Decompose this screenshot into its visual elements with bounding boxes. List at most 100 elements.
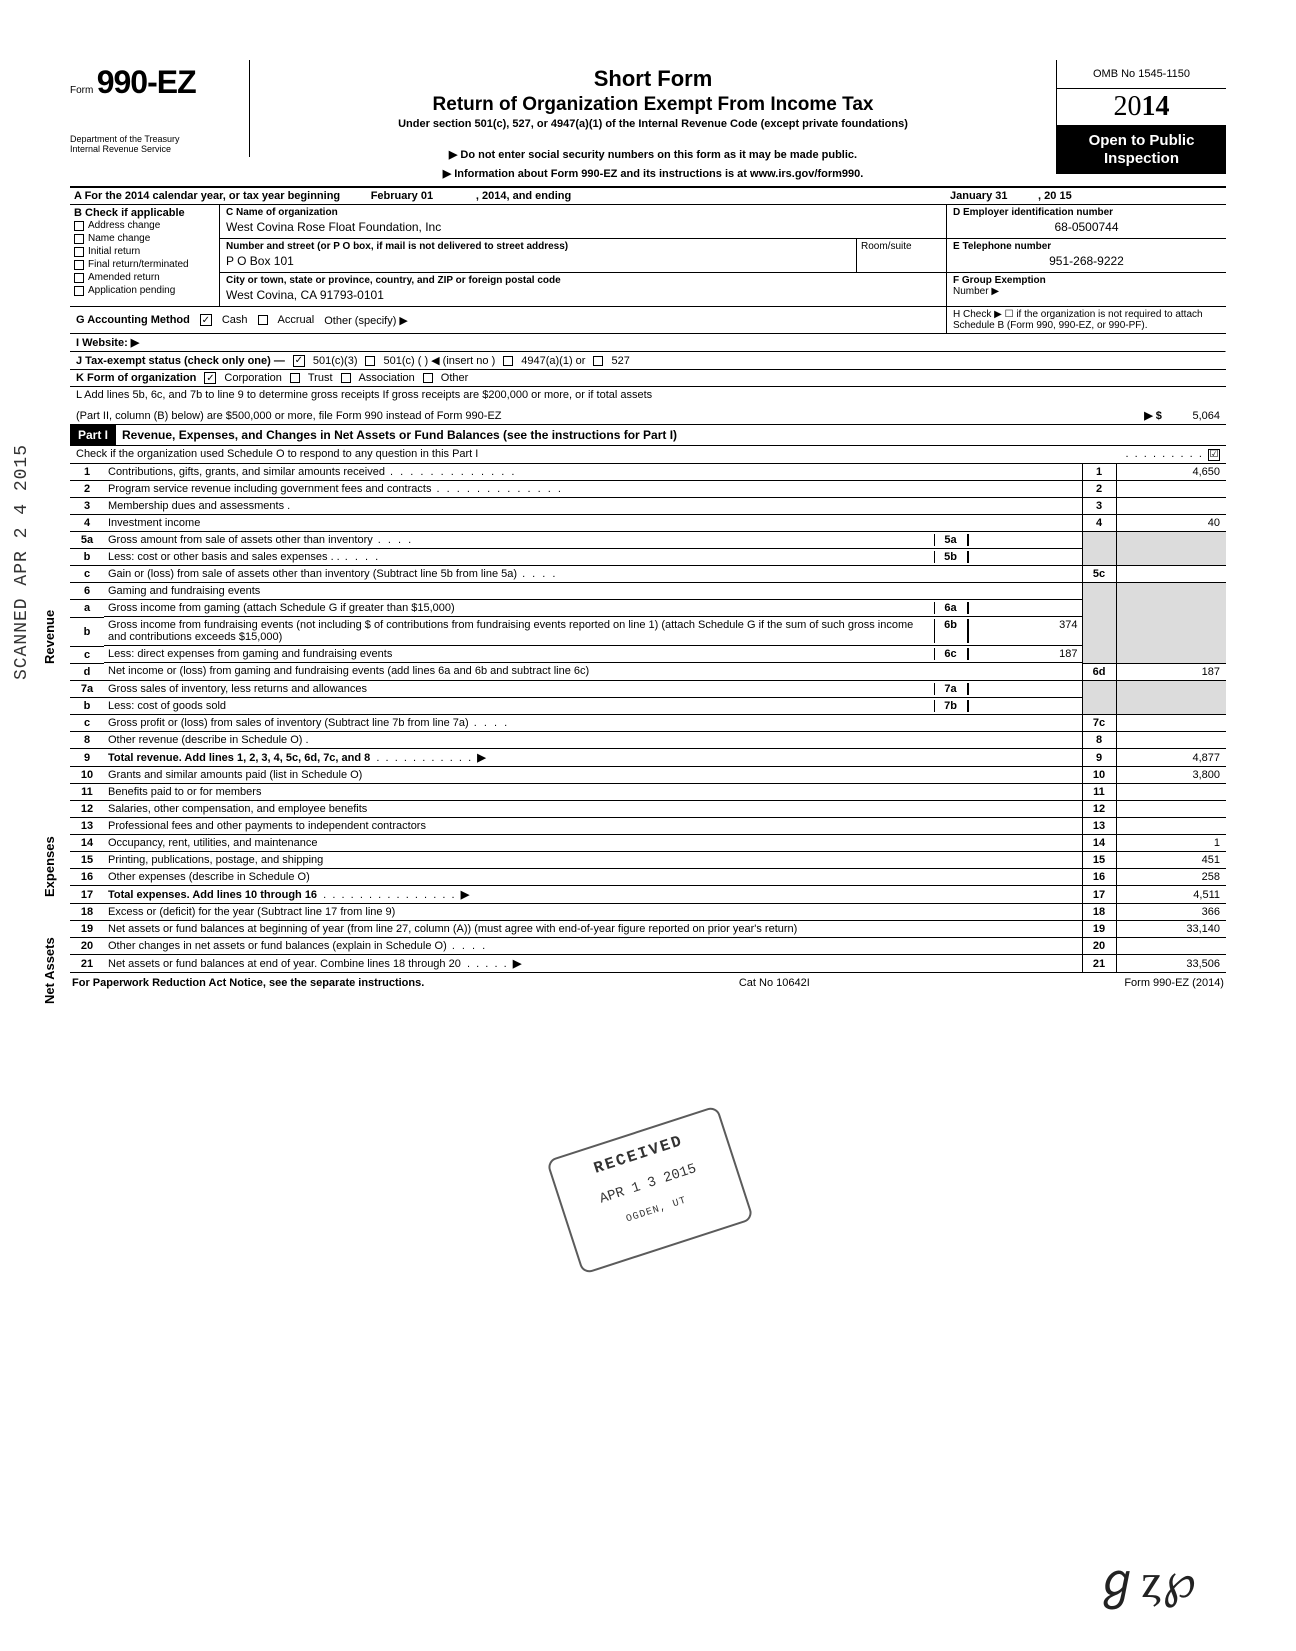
line-15-amt: 451 [1116,852,1226,869]
g-cash: Cash [222,314,248,326]
line-4-num: 4 [70,514,104,531]
chk-501c[interactable] [365,356,375,366]
net-assets-section: Net Assets 18Excess or (deficit) for the… [70,904,1226,973]
c-city-val: West Covina, CA 91793-0101 [226,286,940,304]
line-5b-num: b [70,549,104,566]
check-o-mark[interactable]: ☑ [1208,449,1220,461]
chk-initial-return[interactable]: Initial return [74,245,215,258]
chk-501c3[interactable]: ✓ [293,355,305,367]
line-4-desc: Investment income [104,514,1082,531]
form-prefix: Form [70,85,93,96]
chk-527[interactable] [593,356,603,366]
chk-name-change[interactable]: Name change [74,232,215,245]
line-6b-amt: 374 [968,619,1078,643]
line-7b: bLess: cost of goods sold7b [70,698,1226,715]
line-14-desc: Occupancy, rent, utilities, and maintena… [104,835,1082,852]
line-18-desc: Excess or (deficit) for the year (Subtra… [104,904,1082,921]
line-a-end: January 31 [950,190,1007,202]
signature-scribble: ℊȥ℘ [1093,1541,1196,1611]
footer-right: Form 990-EZ (2014) [1124,977,1224,989]
line-7a-num: 7a [70,680,104,698]
omb-number: OMB No 1545-1150 [1057,60,1226,89]
line-5b: b Less: cost or other basis and sales exp… [70,549,1226,566]
line-a: A For the 2014 calendar year, or tax yea… [70,188,1226,205]
line-9: 9Total revenue. Add lines 1, 2, 3, 4, 5c… [70,749,1226,767]
line-18: 18Excess or (deficit) for the year (Subt… [70,904,1226,921]
col-b-label: B Check if applicable [74,207,215,219]
scanned-stamp: SCANNED APR 2 4 2015 [12,444,32,680]
line-2-num: 2 [70,480,104,497]
open-public-l2: Inspection [1059,150,1224,168]
c-street-label: Number and street (or P O box, if mail i… [226,241,850,252]
chk-corporation[interactable]: ✓ [204,372,216,384]
f-sub: Number ▶ [953,286,1220,297]
part1-label: Part I [70,425,116,445]
header-center: Short Form Return of Organization Exempt… [250,60,1056,186]
chk-other-org[interactable] [423,373,433,383]
line-10-num: 10 [70,767,104,784]
line-6d: dNet income or (loss) from gaming and fu… [70,663,1226,680]
k-label: K Form of organization [76,372,196,384]
c-city-label: City or town, state or province, country… [226,275,940,286]
line-6-desc: Gaming and fundraising events [104,583,1082,600]
open-to-public: Open to Public Inspection [1057,126,1226,174]
j-opt2: 501(c) ( ) ◀ (insert no ) [383,354,495,367]
line-13-amt [1116,818,1226,835]
chk-address-change[interactable]: Address change [74,219,215,232]
line-13-box: 13 [1082,818,1116,835]
chk-trust[interactable] [290,373,300,383]
line-16-desc: Other expenses (describe in Schedule O) [104,869,1082,886]
notice-info: ▶ Information about Form 990-EZ and its … [258,167,1048,180]
line-5b-amt [968,551,1078,563]
net-assets-table: 18Excess or (deficit) for the year (Subt… [70,904,1226,973]
line-2-box: 2 [1082,480,1116,497]
chk-association[interactable] [341,373,351,383]
line-16-amt: 258 [1116,869,1226,886]
chk-final-return[interactable]: Final return/terminated [74,258,215,271]
chk-4947[interactable] [503,356,513,366]
footer-center: Cat No 10642I [739,977,810,989]
line-10-desc: Grants and similar amounts paid (list in… [104,767,1082,784]
line-6-shade [1082,583,1116,664]
line-7c-amt [1116,715,1226,732]
line-6-num: 6 [70,583,104,600]
line-12-num: 12 [70,801,104,818]
line-21-num: 21 [70,955,104,973]
c-room-suite: Room/suite [856,239,946,272]
line-4: 4Investment income440 [70,514,1226,531]
chk-label-2: Initial return [88,246,140,257]
line-20-amt [1116,938,1226,955]
line-19-amt: 33,140 [1116,921,1226,938]
line-17: 17Total expenses. Add lines 10 through 1… [70,886,1226,904]
line-9-amt: 4,877 [1116,749,1226,767]
k-opt2: Trust [308,372,333,384]
received-stamp: RECEIVED APR 1 3 2015 OGDEN, UT [546,1105,754,1275]
l-arrow: ▶ $ [1144,410,1162,422]
form-number: 990-EZ [97,64,196,100]
line-7a-amt [968,683,1078,695]
line-a-text1: A For the 2014 calendar year, or tax yea… [74,190,340,202]
k-opt1: Corporation [224,372,281,384]
line-14-num: 14 [70,835,104,852]
line-5a-box: 5a [934,534,968,546]
line-7b-box: 7b [934,700,968,712]
line-6c: cLess: direct expenses from gaming and f… [70,646,1226,663]
line-7c-desc: Gross profit or (loss) from sales of inv… [104,715,1082,732]
line-5b-desc: Less: cost or other basis and sales expe… [108,551,934,563]
chk-cash[interactable]: ✓ [200,314,212,326]
dept-treasury: Department of the Treasury Internal Reve… [70,135,243,155]
net-assets-label: Net Assets [42,937,57,1004]
chk-application-pending[interactable]: Application pending [74,284,215,297]
expenses-table: 10Grants and similar amounts paid (list … [70,767,1226,904]
line-6b: bGross income from fundraising events (n… [70,617,1226,646]
line-7b-num: b [70,698,104,715]
chk-accrual[interactable] [258,315,268,325]
line-6d-num: d [70,663,104,680]
line-9-num: 9 [70,749,104,767]
chk-label-0: Address change [88,220,160,231]
line-15-desc: Printing, publications, postage, and shi… [104,852,1082,869]
subtitle: Under section 501(c), 527, or 4947(a)(1)… [258,118,1048,130]
revenue-table: 1Contributions, gifts, grants, and simil… [70,464,1226,768]
chk-amended-return[interactable]: Amended return [74,271,215,284]
line-11-box: 11 [1082,784,1116,801]
